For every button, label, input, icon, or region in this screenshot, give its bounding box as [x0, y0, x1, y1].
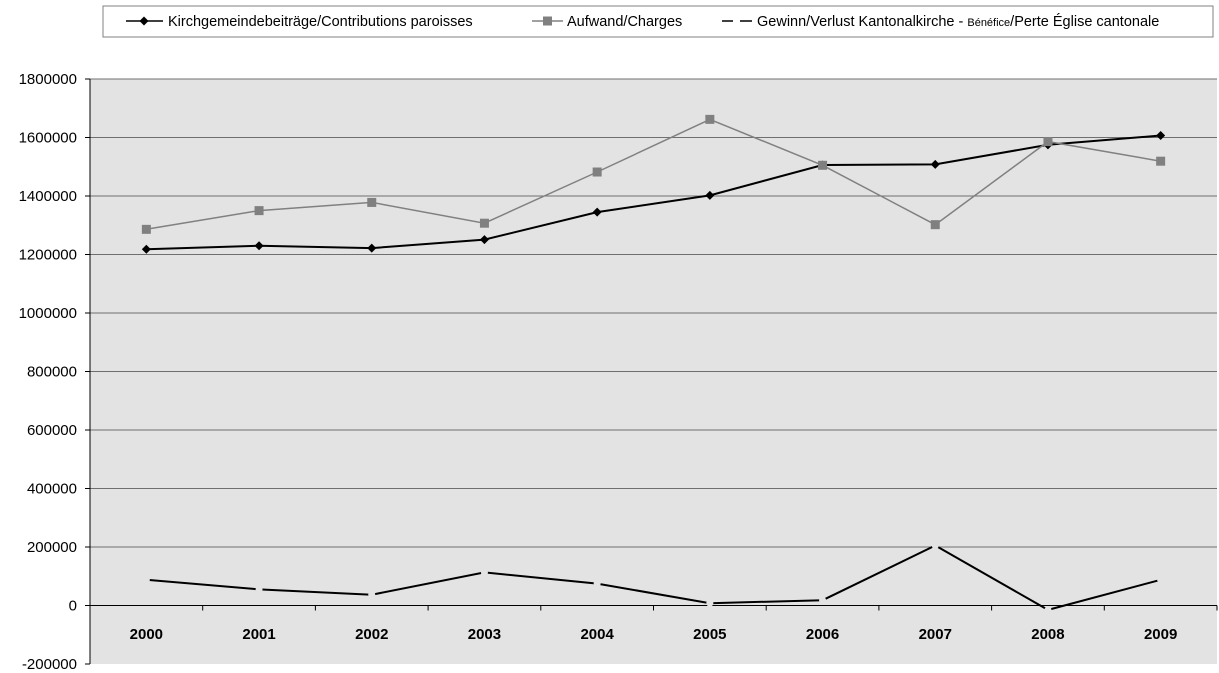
data-point [254, 206, 264, 216]
data-point [592, 167, 602, 177]
data-point [142, 576, 150, 584]
data-point [255, 585, 263, 593]
y-tick-label: 1800000 [19, 71, 77, 88]
data-point [930, 159, 940, 169]
y-tick-label: 400000 [27, 481, 77, 498]
data-point [1157, 576, 1165, 584]
legend: Kirchgemeindebeiträge/Contributions paro… [102, 5, 1214, 38]
data-point [930, 220, 940, 230]
data-point [480, 568, 488, 576]
x-tick-label: 2007 [919, 626, 952, 643]
y-tick-label: 1400000 [19, 188, 77, 205]
series-layer [141, 114, 1166, 614]
legend-label-charges: Aufwand/Charges [567, 14, 682, 30]
y-tick-label: 1000000 [19, 305, 77, 322]
data-point [479, 235, 489, 245]
data-point [141, 224, 151, 234]
data-point [931, 542, 939, 550]
x-tick-label: 2004 [580, 626, 614, 643]
y-tick-label: 600000 [27, 422, 77, 439]
series-1-line [146, 134, 1161, 251]
data-point [705, 114, 715, 124]
data-point [1156, 130, 1166, 140]
x-tick-label: 2001 [242, 626, 275, 643]
y-tick-label: 1200000 [19, 247, 77, 264]
series-3 [142, 542, 1165, 614]
data-point [254, 241, 264, 251]
y-axis-ticks: -200000 0 200000 400000 600000 800000 1000000 1… [19, 71, 90, 673]
diamond-marker-icon [139, 16, 149, 26]
y-tick-label: 1600000 [19, 130, 77, 147]
gridlines [90, 78, 1217, 548]
x-axis-ticks: 2000 2001 2002 2003 2004 2005 2006 2007 2008 2009 [89, 605, 1218, 643]
data-point [705, 190, 715, 200]
x-tick-label: 2002 [355, 626, 388, 643]
x-tick-label: 2005 [693, 626, 726, 643]
data-point [1044, 606, 1052, 614]
legend-item-gain-loss: Gewinn/Verlust Kantonalkirche - Bénéfice… [722, 13, 1159, 30]
y-tick-label: 200000 [27, 539, 77, 556]
data-point [1156, 156, 1166, 166]
x-tick-label: 2008 [1031, 626, 1064, 643]
data-point [706, 599, 714, 607]
legend-label-gain-loss-part-3: /Perte Église cantonale [1010, 13, 1159, 30]
y-tick-label: -200000 [22, 656, 77, 673]
data-point [592, 207, 602, 217]
data-point [368, 591, 376, 599]
data-point [367, 243, 377, 253]
x-tick-label: 2000 [130, 626, 163, 643]
series-2-line [146, 118, 1161, 231]
x-tick-label: 2009 [1144, 626, 1177, 643]
x-tick-label: 2006 [806, 626, 839, 643]
data-point [818, 160, 828, 170]
series-3-line [146, 544, 1161, 611]
y-tick-label: 0 [69, 598, 77, 615]
legend-item-charges: Aufwand/Charges [532, 14, 682, 30]
legend-label-gain-loss-part-1: Gewinn/Verlust Kantonalkirche - [757, 14, 967, 30]
x-tick-label: 2003 [468, 626, 501, 643]
legend-box [102, 5, 1214, 38]
legend-label-contributions: Kirchgemeindebeiträge/Contributions paro… [168, 14, 473, 30]
data-point [1043, 137, 1053, 147]
data-point [367, 197, 377, 207]
square-marker-icon [543, 16, 552, 26]
legend-label-gain-loss-part-2: Bénéfice [967, 17, 1010, 29]
series-2 [141, 114, 1166, 234]
data-point [819, 596, 827, 604]
data-point [593, 580, 601, 588]
legend-item-contributions: Kirchgemeindebeiträge/Contributions paro… [126, 14, 473, 30]
legend-label-gain-loss: Gewinn/Verlust Kantonalkirche - Bénéfice… [757, 13, 1159, 30]
data-point [141, 244, 151, 254]
data-point [479, 218, 489, 228]
y-tick-label: 800000 [27, 364, 77, 381]
